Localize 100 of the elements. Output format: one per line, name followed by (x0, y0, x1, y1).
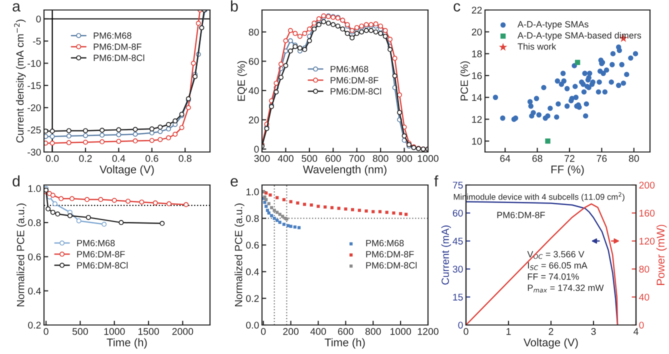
x-tick-label: 300 (254, 155, 270, 162)
y-axis-title: Normalized PCE (a.u.) (234, 204, 244, 306)
y-axis-title: EQE (%) (237, 61, 248, 101)
x-tick-label: 200 (283, 328, 299, 335)
y-tick-label: 0.8 (28, 219, 41, 226)
y2-tick-label: 80 (639, 266, 650, 273)
legend-label: PM6:DM-8Cl (330, 88, 382, 95)
x-tick-label: 0.0 (46, 155, 59, 162)
y-tick-label: 40 (248, 87, 259, 94)
x-tick-label: 700 (349, 155, 365, 162)
chart-title: f (434, 175, 438, 186)
chart-title: a (12, 3, 20, 12)
x-tick-label: 800 (365, 328, 381, 335)
y2-tick-label: 160 (640, 210, 655, 217)
x-axis-title: FF (%) (551, 165, 584, 176)
x-tick-label: 0.4 (112, 155, 126, 162)
y-tick-label: -10 (28, 60, 41, 67)
y-tick-label: 20 (248, 116, 259, 124)
x-tick-label: 1 (506, 328, 511, 335)
y-tick-label: 30 (452, 266, 463, 273)
y-tick-label: 16 (472, 72, 482, 80)
y-tick-label: 1.0 (28, 185, 41, 192)
y-tick-label: -25 (28, 126, 41, 134)
legend-label: PM6:DM-8Cl (77, 262, 128, 269)
y-tick-label: 20 (472, 28, 482, 36)
annotation: I$_{SC}$ = 66.05 mA (528, 262, 588, 270)
y2-tick-label: 200 (639, 182, 655, 189)
legend-label: PM6:M68 (366, 240, 404, 246)
annotation: PM6:DM-8F (497, 212, 545, 218)
x-tick-label: 400 (278, 155, 294, 162)
y-axis-title: Normalized PCE (a.u.) (16, 204, 26, 306)
y-tick-label: 0 (254, 146, 259, 153)
y-tick-label: 0.2 (246, 295, 259, 302)
x-tick-label: 500 (72, 328, 88, 335)
legend-label: PM6:DM-8F (330, 77, 378, 84)
y-tick-label: -20 (28, 104, 41, 112)
chart-title: d (12, 175, 20, 187)
x-axis-title: Voltage (V) (524, 338, 578, 349)
chart-title: c (454, 3, 460, 12)
x-tick-label: 1500 (138, 328, 159, 335)
x-tick-label: 64 (500, 155, 510, 162)
x-tick-label: 400 (310, 328, 326, 335)
x-tick-label: 1000 (390, 328, 411, 335)
x-tick-label: 0 (464, 328, 468, 335)
chart-title: b (230, 0, 238, 12)
y-tick-label: -5 (33, 38, 41, 45)
y-tick-label: 0.4 (246, 268, 259, 276)
x-tick-label: 0.2 (79, 155, 92, 162)
y-tick-label: 10 (472, 138, 482, 145)
y2-tick-label: 0 (639, 322, 644, 329)
x-tick-label: 3 (591, 328, 596, 335)
annotation: FF = 74.01% (528, 273, 579, 280)
x-tick-label: 0.8 (178, 155, 192, 162)
legend-label: PM6:M68 (77, 240, 115, 246)
y-axis-title: Current (mA) (441, 226, 452, 285)
chart-title: e (230, 178, 238, 187)
y-tick-label: 0.0 (246, 322, 259, 329)
y-tick-label: 0.6 (246, 242, 259, 249)
legend-label: PM6:DM-8Cl (366, 262, 417, 269)
x-tick-label: 2000 (172, 328, 194, 335)
y-tick-label: 75 (452, 182, 463, 189)
y-tick-label: 60 (248, 58, 259, 65)
y-tick-label: 1.0 (246, 188, 259, 196)
x-axis-title: Voltage (V) (100, 165, 154, 176)
y-tick-label: 22 (472, 6, 482, 14)
y-tick-label: 15 (453, 294, 463, 301)
y-axis-title: Current density (mA cm$^{−2}$) (14, 20, 26, 142)
y-tick-label: 45 (452, 238, 463, 245)
y-tick-label: 14 (472, 94, 482, 101)
x-tick-label: 68 (532, 155, 542, 162)
legend-label: PM6:DM-8F (366, 251, 414, 258)
legend-label: PM6:DM-8F (77, 251, 125, 258)
annotation: P$_{max}$ = 174.32 mW (528, 284, 604, 292)
x-tick-label: 800 (372, 155, 388, 162)
x-tick-label: 2 (548, 328, 554, 335)
y-tick-label: 60 (452, 210, 463, 217)
y-tick-label: 18 (472, 50, 482, 58)
x-axis-title: Time (h) (106, 338, 147, 349)
x-tick-label: 76 (596, 155, 607, 162)
y-tick-label: 12 (472, 116, 482, 123)
y2-tick-label: 40 (639, 294, 650, 301)
y-tick-label: -15 (28, 82, 41, 90)
y2-axis-title: Power (mW) (656, 224, 667, 285)
x-tick-label: 500 (302, 155, 318, 162)
y-tick-label: 0.2 (28, 322, 41, 329)
legend-label: A-D-A-type SMA-based dimers (518, 32, 642, 40)
legend-label: PM6:DM-8Cl (94, 54, 144, 62)
y-tick-label: 0.6 (28, 253, 41, 260)
y-tick-label: 0 (36, 16, 41, 22)
legend-label: PM6:M68 (94, 32, 132, 39)
y2-tick-label: 120 (640, 238, 655, 245)
x-axis-title: Wavelength (nm) (302, 165, 386, 176)
y-tick-label: -30 (28, 148, 41, 156)
y-tick-label: 80 (248, 28, 259, 36)
legend-label: PM6:DM-8F (94, 44, 142, 50)
y-axis-title: PCE (%) (460, 61, 470, 100)
x-tick-label: 900 (396, 155, 412, 162)
y-tick-label: 0.8 (246, 215, 259, 222)
x-axis-title: Time (h) (324, 338, 365, 349)
x-tick-label: 72 (564, 155, 574, 162)
